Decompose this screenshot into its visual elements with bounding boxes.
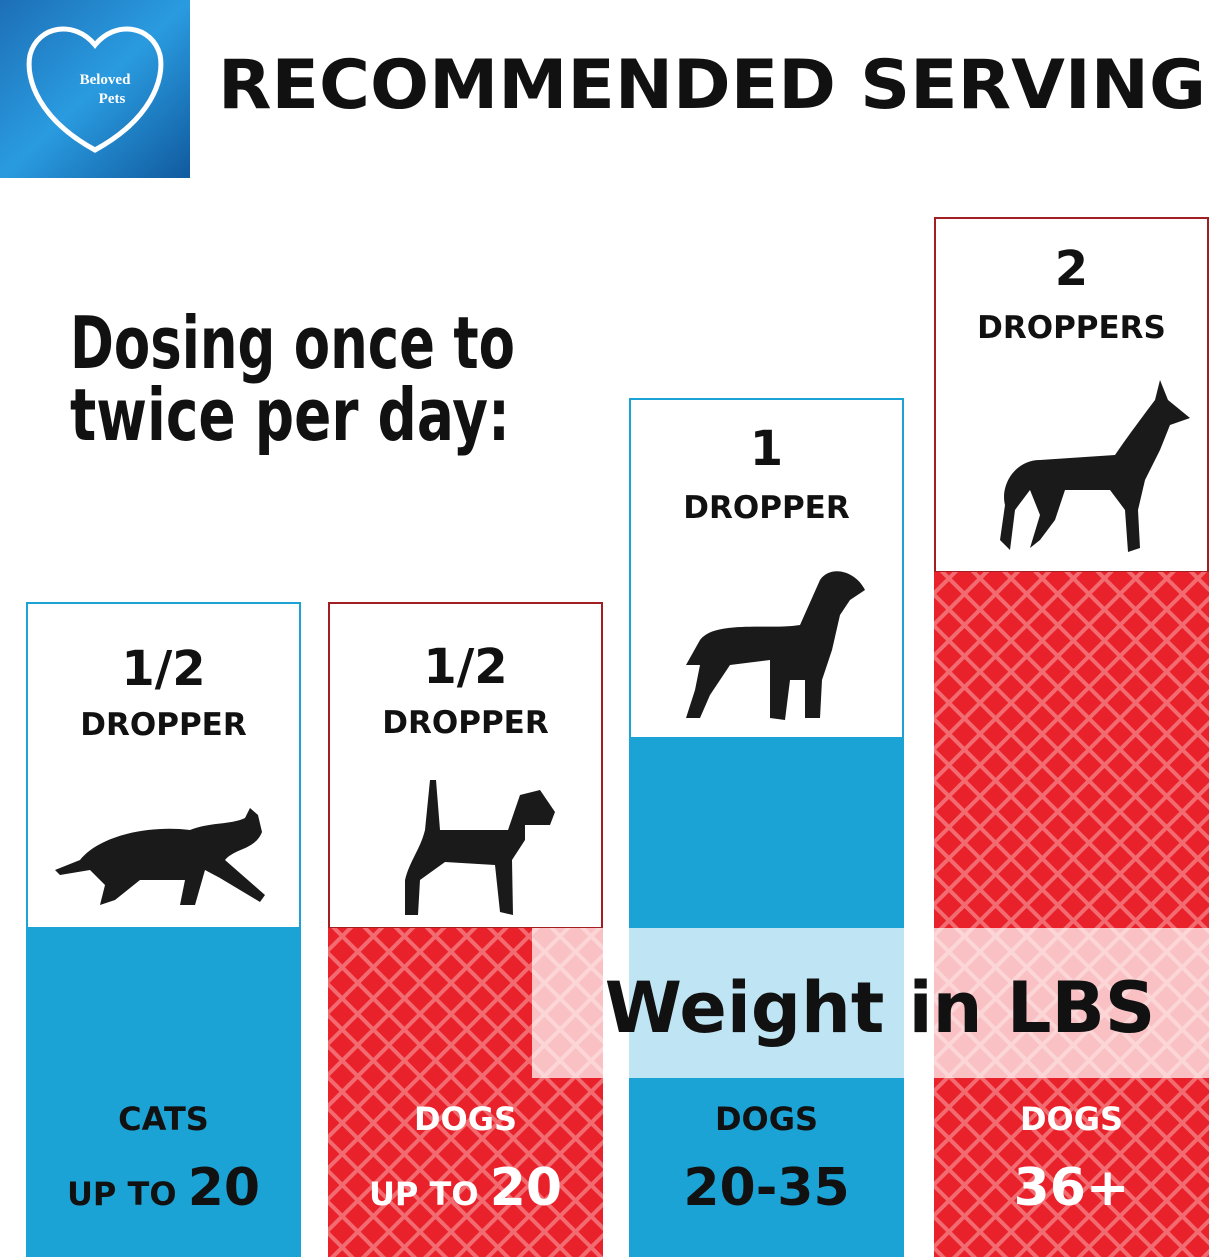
title: RECOMMENDED SERVING <box>218 46 1206 125</box>
column-card <box>328 602 603 929</box>
weight-space <box>479 1175 490 1213</box>
dose-amount: 2 <box>1055 241 1088 297</box>
dose-amount: 1 <box>750 421 783 477</box>
subtitle: twice per day: <box>70 373 510 457</box>
animal-silhouette <box>405 780 555 915</box>
weight-prefix: UP TO <box>67 1175 177 1213</box>
weight-space <box>177 1175 188 1213</box>
weight-value: 20 <box>490 1158 562 1218</box>
weight-value: 20-35 <box>683 1158 849 1218</box>
animal-silhouette <box>55 808 265 905</box>
dose-amount: 1/2 <box>423 639 507 695</box>
column-base <box>934 572 1209 1257</box>
weight-label: UP TO 20 <box>369 1158 562 1218</box>
animal-silhouette <box>686 571 865 720</box>
animal-label: DOGS <box>414 1100 517 1138</box>
dose-unit: DROPPER <box>683 490 850 526</box>
weight-value: 20 <box>188 1158 260 1218</box>
weight-label: UP TO 20 <box>67 1158 260 1218</box>
weight-value: 36+ <box>1014 1158 1130 1218</box>
weight-label: 36+ <box>1014 1158 1130 1218</box>
dose-unit: DROPPER <box>382 705 549 741</box>
column-base <box>26 928 301 1257</box>
animal-label: CATS <box>118 1100 209 1138</box>
logo-text: Beloved <box>80 72 131 88</box>
column-card <box>629 398 904 739</box>
weight-band <box>532 928 1214 1078</box>
animal-label: DOGS <box>1020 1100 1123 1138</box>
logo-heart <box>26 26 164 153</box>
band-label: Weight in LBS <box>605 967 1156 1049</box>
animal-label: DOGS <box>715 1100 818 1138</box>
weight-prefix: UP TO <box>369 1175 479 1213</box>
dose-unit: DROPPERS <box>977 310 1166 346</box>
weight-label: 20-35 <box>683 1158 849 1218</box>
subtitle: Dosing once to <box>70 301 515 385</box>
animal-silhouette <box>1000 380 1190 552</box>
dose-amount: 1/2 <box>121 641 205 697</box>
dose-unit: DROPPER <box>80 707 247 743</box>
logo-text: Pets <box>99 91 126 107</box>
